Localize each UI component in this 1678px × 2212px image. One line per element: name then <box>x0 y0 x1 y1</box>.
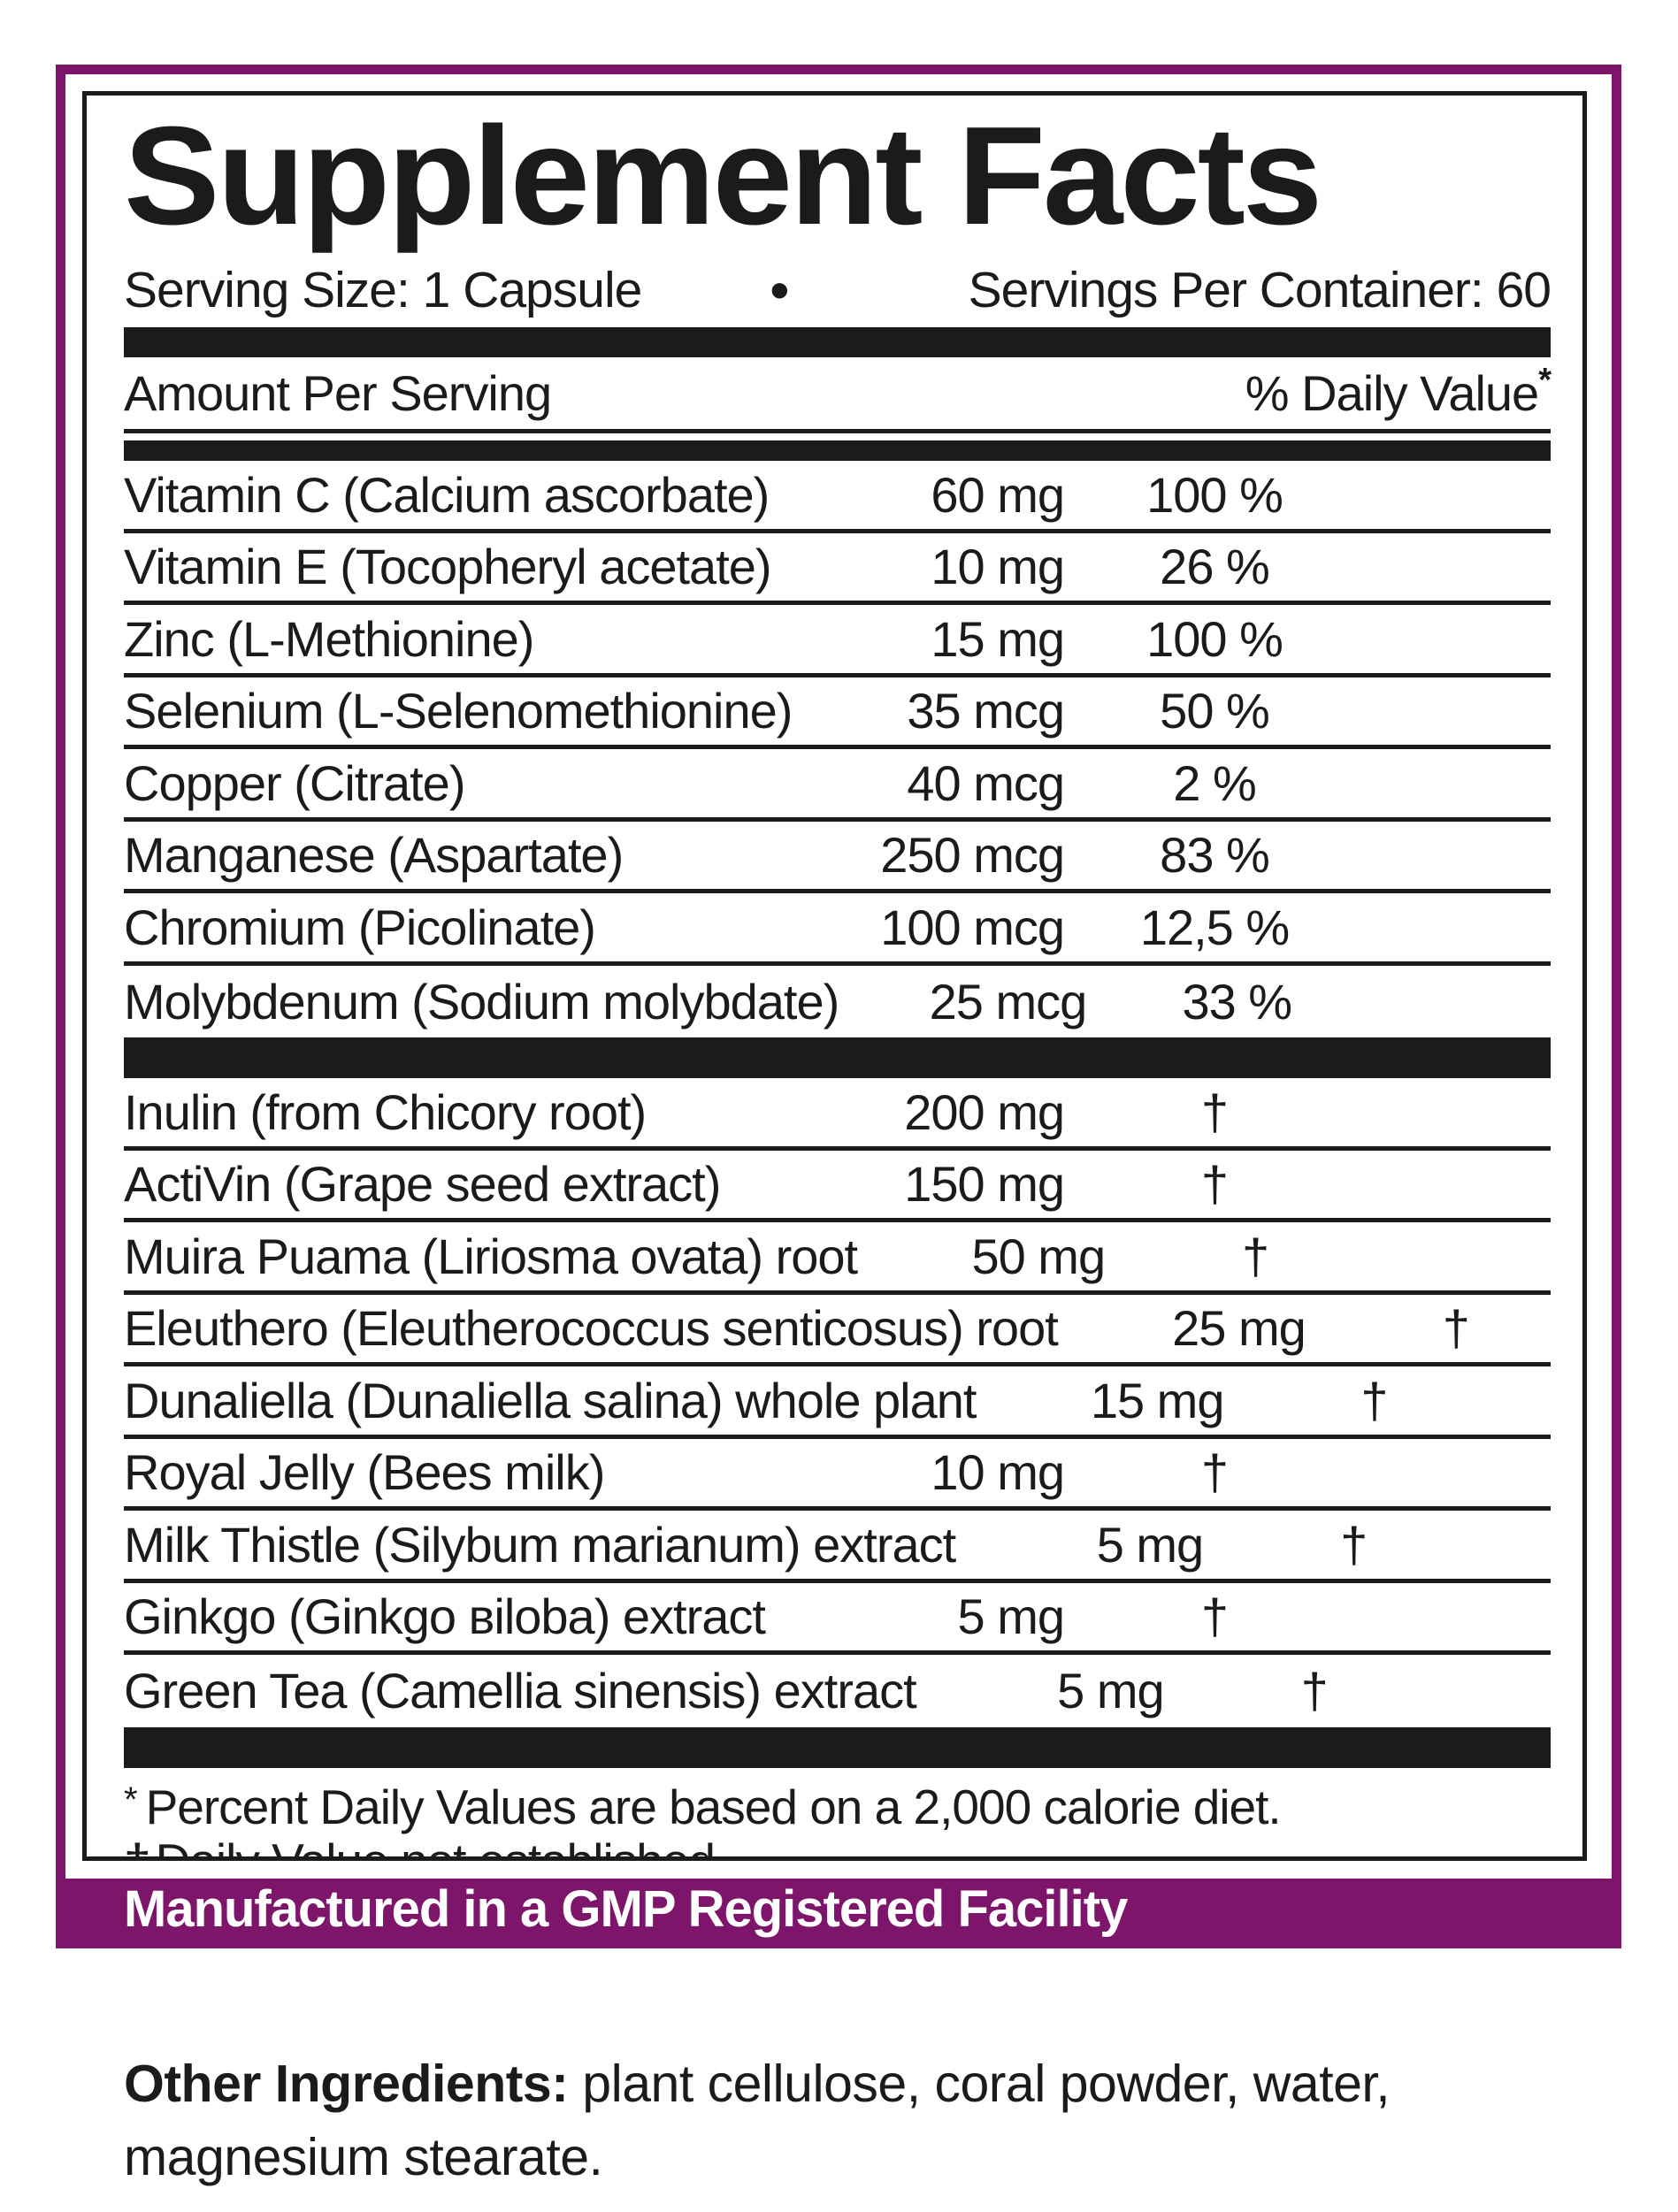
table-row: Green Tea (Camellia sinensis) extract 5 … <box>124 1655 1551 1727</box>
nutrient-daily-value: 12,5 % <box>1139 899 1290 955</box>
ingredient-name: ActiVin (Grape seed extract) <box>124 1156 721 1213</box>
nutrient-name: Molybdenum (Sodium molybdate) <box>124 973 839 1029</box>
table-row: Milk Thistle (Silybum marianum) extract … <box>124 1511 1551 1583</box>
nutrient-amount: 15 mg <box>931 610 1065 667</box>
table-row: Ginkgo (Ginkgo вiloba) extract 5 mg † <box>124 1583 1551 1655</box>
amount-per-serving-header: Amount Per Serving <box>124 365 552 421</box>
nutrient-amount: 25 mcg <box>929 973 1088 1029</box>
other-ingredients-label: Other Ingredients: <box>124 2055 569 2113</box>
other-ingredients-text: plant cellulose, coral powder, water, ma… <box>124 2055 1391 2186</box>
ingredient-daily-value: † <box>1200 1083 1229 1140</box>
table-row: Inulin (from Chicory root) 200 mg † <box>124 1078 1551 1151</box>
ingredient-name: Royal Jelly (Bees milk) <box>124 1444 605 1501</box>
daily-value-asterisk: * <box>1538 362 1552 399</box>
ingredient-amount: 150 mg <box>904 1156 1065 1213</box>
ingredient-amount: 5 mg <box>1057 1663 1165 1719</box>
servings-per-container-text: Servings Per Container: 60 <box>968 262 1552 318</box>
nutrient-amount: 250 mcg <box>880 827 1065 884</box>
facts-box: Supplement Facts Serving Size: 1 Capsule… <box>82 91 1587 1861</box>
nutrient-name: Vitamin E (Tocopheryl acetate) <box>124 539 772 595</box>
table-row: Selenium (L-Selenomethionine) 35 mcg 50 … <box>124 677 1551 749</box>
supplement-facts-panel: Supplement Facts Serving Size: 1 Capsule… <box>56 65 1621 1948</box>
bullet-separator-icon: • <box>770 258 789 322</box>
footnote-daily-values: * Percent Daily Values are based on a 2,0… <box>124 1780 1551 1835</box>
nutrient-amount: 40 mcg <box>907 754 1065 811</box>
other-ingredients: Other Ingredients: plant cellulose, cora… <box>124 2047 1451 2193</box>
ingredient-amount: 15 mg <box>1090 1372 1225 1428</box>
nutrient-name: Vitamin C (Calcium ascorbate) <box>124 466 770 523</box>
ingredient-daily-value: † <box>1300 1663 1329 1719</box>
table-row: Vitamin C (Calcium ascorbate) 60 mg 100 … <box>124 461 1551 533</box>
ingredient-amount: 10 mg <box>931 1444 1065 1501</box>
nutrient-amount: 10 mg <box>931 539 1065 595</box>
ingredient-daily-value: † <box>1360 1372 1388 1428</box>
nutrient-daily-value: 100 % <box>1146 466 1283 523</box>
gmp-banner: Manufactured in a GMP Registered Facilit… <box>65 1879 1612 1939</box>
ingredient-name: Milk Thistle (Silybum marianum) extract <box>124 1516 956 1573</box>
footnote-text: Percent Daily Values are based on a 2,00… <box>145 1779 1282 1834</box>
table-row: Vitamin E (Tocopheryl acetate) 10 mg 26 … <box>124 533 1551 605</box>
ingredient-daily-value: † <box>1200 1444 1229 1501</box>
nutrient-daily-value: 33 % <box>1182 973 1292 1029</box>
footnote-text: Daily Value not established. <box>156 1833 729 1856</box>
asterisk-symbol: * <box>124 1780 138 1819</box>
table-row: Eleuthero (Eleutherococcus senticosus) r… <box>124 1295 1551 1366</box>
gmp-banner-text: Manufactured in a GMP Registered Facilit… <box>124 1879 1128 1938</box>
ingredient-name: Ginkgo (Ginkgo вiloba) extract <box>124 1588 766 1645</box>
table-row: Zinc (L-Methionine) 15 mg 100 % <box>124 605 1551 677</box>
ingredient-daily-value: † <box>1200 1588 1229 1645</box>
ingredient-daily-value: † <box>1340 1516 1368 1573</box>
ingredient-amount: 200 mg <box>904 1083 1065 1140</box>
ingredient-name: Muira Puama (Liriosma ovata) root <box>124 1228 858 1284</box>
ingredient-name: Green Tea (Camellia sinensis) extract <box>124 1663 917 1719</box>
nutrient-name: Zinc (L-Methionine) <box>124 610 534 667</box>
ingredient-amount: 5 mg <box>957 1588 1066 1645</box>
table-row: Copper (Citrate) 40 mcg 2 % <box>124 749 1551 822</box>
serving-info-row: Serving Size: 1 Capsule • Servings Per C… <box>124 258 1552 322</box>
divider-bar-section <box>124 1037 1551 1078</box>
footnote-not-established: †Daily Value not established. <box>124 1833 1551 1856</box>
divider-bar-top <box>124 327 1551 357</box>
nutrient-amount: 35 mcg <box>907 683 1065 739</box>
ingredient-amount: 50 mg <box>971 1228 1106 1284</box>
ingredient-name: Dunaliella (Dunaliella salina) whole pla… <box>124 1372 977 1428</box>
ingredient-amount: 25 mg <box>1172 1300 1306 1357</box>
divider-bar-bottom <box>124 1726 1551 1768</box>
footnotes: * Percent Daily Values are based on a 2,0… <box>124 1780 1551 1856</box>
botanicals-table: Inulin (from Chicory root) 200 mg † Acti… <box>124 1078 1551 1727</box>
table-row: Chromium (Picolinate) 100 mcg 12,5 % <box>124 893 1551 966</box>
ingredient-daily-value: † <box>1200 1156 1229 1213</box>
ingredient-name: Inulin (from Chicory root) <box>124 1083 647 1140</box>
table-row: Dunaliella (Dunaliella salina) whole pla… <box>124 1366 1551 1439</box>
dagger-symbol: † <box>124 1833 151 1856</box>
table-row: Muira Puama (Liriosma ovata) root 50 mg … <box>124 1222 1551 1295</box>
nutrient-name: Selenium (L-Selenomethionine) <box>124 683 793 739</box>
nutrient-daily-value: 2 % <box>1173 754 1257 811</box>
table-row: Royal Jelly (Bees milk) 10 mg † <box>124 1439 1551 1511</box>
serving-size-text: Serving Size: 1 Capsule <box>124 262 642 318</box>
nutrient-amount: 60 mg <box>931 466 1065 523</box>
table-row: Molybdenum (Sodium molybdate) 25 mcg 33 … <box>124 966 1551 1038</box>
nutrients-table: Vitamin C (Calcium ascorbate) 60 mg 100 … <box>124 461 1551 1037</box>
ingredient-name: Eleuthero (Eleutherococcus senticosus) r… <box>124 1300 1059 1357</box>
nutrient-daily-value: 83 % <box>1160 827 1270 884</box>
page-title: Supplement Facts <box>124 98 1322 254</box>
nutrient-daily-value: 50 % <box>1160 683 1270 739</box>
ingredient-daily-value: † <box>1442 1300 1470 1357</box>
divider-bar-header <box>124 440 1551 461</box>
table-header-row: Amount Per Serving % Daily Value* <box>124 357 1552 433</box>
nutrient-name: Copper (Citrate) <box>124 754 465 811</box>
nutrient-amount: 100 mcg <box>880 899 1065 955</box>
table-row: Manganese (Aspartate) 250 mcg 83 % <box>124 822 1551 893</box>
nutrient-daily-value: 100 % <box>1146 610 1283 667</box>
table-row: ActiVin (Grape seed extract) 150 mg † <box>124 1151 1551 1222</box>
daily-value-header: % Daily Value* <box>1245 362 1552 421</box>
nutrient-daily-value: 26 % <box>1160 539 1270 595</box>
nutrient-name: Manganese (Aspartate) <box>124 827 624 884</box>
nutrient-name: Chromium (Picolinate) <box>124 899 596 955</box>
ingredient-daily-value: † <box>1242 1228 1269 1284</box>
ingredient-amount: 5 mg <box>1096 1516 1205 1573</box>
